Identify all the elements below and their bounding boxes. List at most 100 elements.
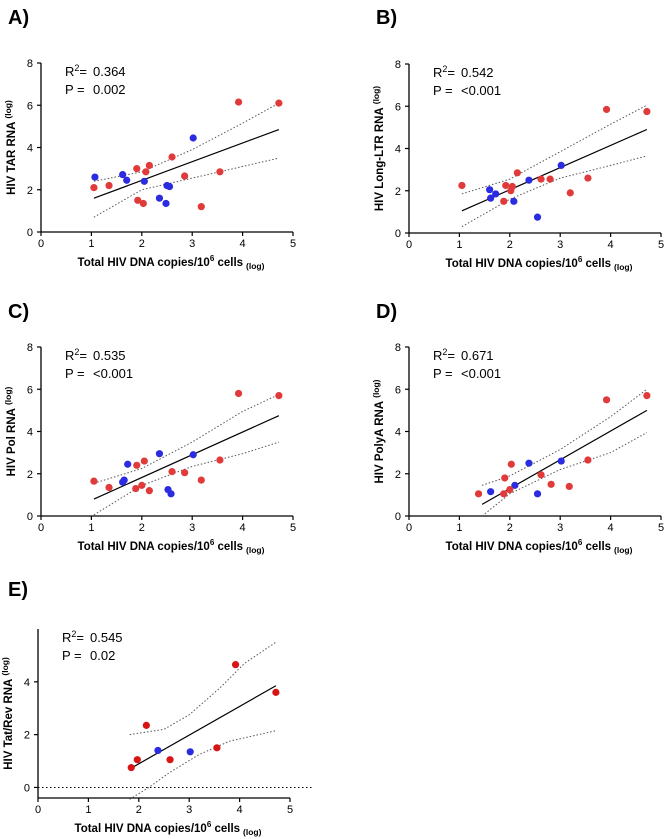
x-tick-label: 0 [35, 804, 41, 816]
panel-c-label: C) [8, 301, 29, 323]
red-point [474, 490, 483, 498]
blue-point [533, 213, 542, 221]
red-point [216, 456, 224, 464]
red-point [145, 161, 153, 170]
r-squared-value: 0.671 [461, 348, 494, 363]
y-axis-title: HIV Long-LTR RNA (log) [371, 86, 386, 211]
blue-point [91, 173, 99, 181]
blue-point [140, 177, 148, 185]
x-axis-title-main: Total HIV DNA copies/10 [78, 541, 210, 553]
x-axis-title-main: Total HIV DNA copies/10 [78, 257, 210, 269]
x-tick-label: 0 [406, 239, 412, 251]
y-axis-title-main: HIV TAR RNA [6, 122, 18, 195]
y-tick-label: 2 [395, 469, 401, 481]
x-tick-label: 3 [557, 522, 563, 534]
blue-point [155, 450, 164, 458]
r-squared-label: R2= [433, 347, 455, 363]
y-axis-title-main: HIV Pol RNA [6, 408, 18, 476]
x-tick-label: 5 [658, 239, 664, 251]
red-point [140, 457, 148, 465]
x-tick-label: 3 [189, 522, 195, 534]
red-point [90, 184, 98, 192]
red-point [501, 474, 509, 482]
regression-line [129, 685, 277, 770]
red-point [197, 476, 205, 484]
y-tick-label: 6 [395, 384, 401, 396]
x-axis-title: Total HIV DNA copies/106 cells (log) [78, 254, 265, 271]
x-tick-label: 4 [608, 522, 614, 534]
x-tick-label: 5 [287, 804, 293, 816]
x-axis-title-tail: cells [582, 541, 611, 553]
x-axis-title-sup: 6 [210, 254, 215, 263]
p-value: 0.02 [90, 648, 115, 663]
x-axis-title-sub: (log) [246, 261, 265, 271]
red-point [181, 469, 189, 477]
ci-lower-curve [129, 730, 277, 800]
red-point [181, 172, 189, 180]
y-tick-label: 8 [395, 342, 401, 354]
red-point [275, 391, 283, 400]
r2-prefix: R [433, 65, 442, 80]
red-point [133, 165, 141, 173]
x-axis-title-sub: (log) [614, 262, 633, 272]
red-point [643, 107, 651, 116]
y-axis-title-main: HIV Tat/Rev RNA [3, 679, 15, 770]
y-tick-label: 4 [395, 427, 401, 439]
red-point [168, 153, 176, 161]
r2-prefix: R [433, 348, 442, 363]
y-tick-label: 0 [24, 782, 30, 794]
r-squared-value: 0.542 [461, 65, 494, 80]
r2-superscript: 2 [442, 64, 447, 74]
blue-point [492, 190, 500, 198]
red-point [547, 480, 555, 488]
red-point [213, 744, 221, 752]
x-tick-label: 0 [406, 522, 412, 534]
x-tick-label: 0 [38, 522, 44, 534]
y-tick-label: 2 [27, 469, 33, 481]
y-axis-title-main: HIV PolyA RNA [374, 401, 386, 484]
blue-point [557, 161, 565, 169]
y-axis-title-sub: (log) [371, 379, 381, 398]
x-axis-title-sup: 6 [210, 538, 215, 547]
x-axis-title-sub: (log) [246, 545, 265, 555]
y-tick-label: 4 [27, 427, 33, 439]
ci-upper-curve [481, 388, 648, 486]
r2-superscript: 2 [74, 347, 79, 357]
r2-equals: = [447, 65, 455, 80]
blue-point [124, 460, 132, 468]
p-value: <0.001 [93, 366, 133, 381]
y-tick-label: 4 [27, 143, 33, 155]
x-tick-label: 0 [38, 238, 44, 250]
x-axis-title: Total HIV DNA copies/106 cells (log) [446, 538, 633, 555]
p-label: P = [433, 366, 453, 381]
y-tick-label: 2 [27, 185, 33, 197]
x-tick-label: 4 [240, 522, 246, 534]
red-point [602, 105, 611, 114]
red-point [105, 181, 113, 190]
regression-line [93, 415, 280, 500]
x-tick-label: 2 [507, 239, 513, 251]
x-axis-title-sup: 6 [207, 820, 212, 829]
red-point [133, 461, 141, 469]
x-axis-title-main: Total HIV DNA copies/10 [446, 258, 578, 270]
y-axis-title-sub: (log) [3, 100, 13, 119]
y-axis-title: HIV TAR RNA (log) [3, 100, 18, 195]
y-axis-title: HIV PolyA RNA (log) [371, 379, 386, 483]
red-point [139, 199, 147, 208]
panel-b-label: B) [376, 7, 397, 29]
red-point [197, 203, 205, 211]
x-axis-title: Total HIV DNA copies/106 cells (log) [446, 255, 633, 272]
blue-point [557, 457, 565, 465]
blue-point [189, 451, 197, 459]
y-axis-title: HIV Pol RNA (log) [3, 386, 18, 476]
red-point [507, 460, 515, 468]
blue-point [123, 176, 131, 184]
y-tick-label: 0 [395, 511, 401, 523]
p-label: P = [433, 83, 453, 98]
p-value: 0.002 [93, 82, 126, 97]
x-tick-label: 1 [85, 804, 91, 816]
red-point [537, 471, 545, 479]
ci-lower-curve [461, 155, 648, 228]
y-axis-title-sub: (log) [371, 86, 381, 105]
